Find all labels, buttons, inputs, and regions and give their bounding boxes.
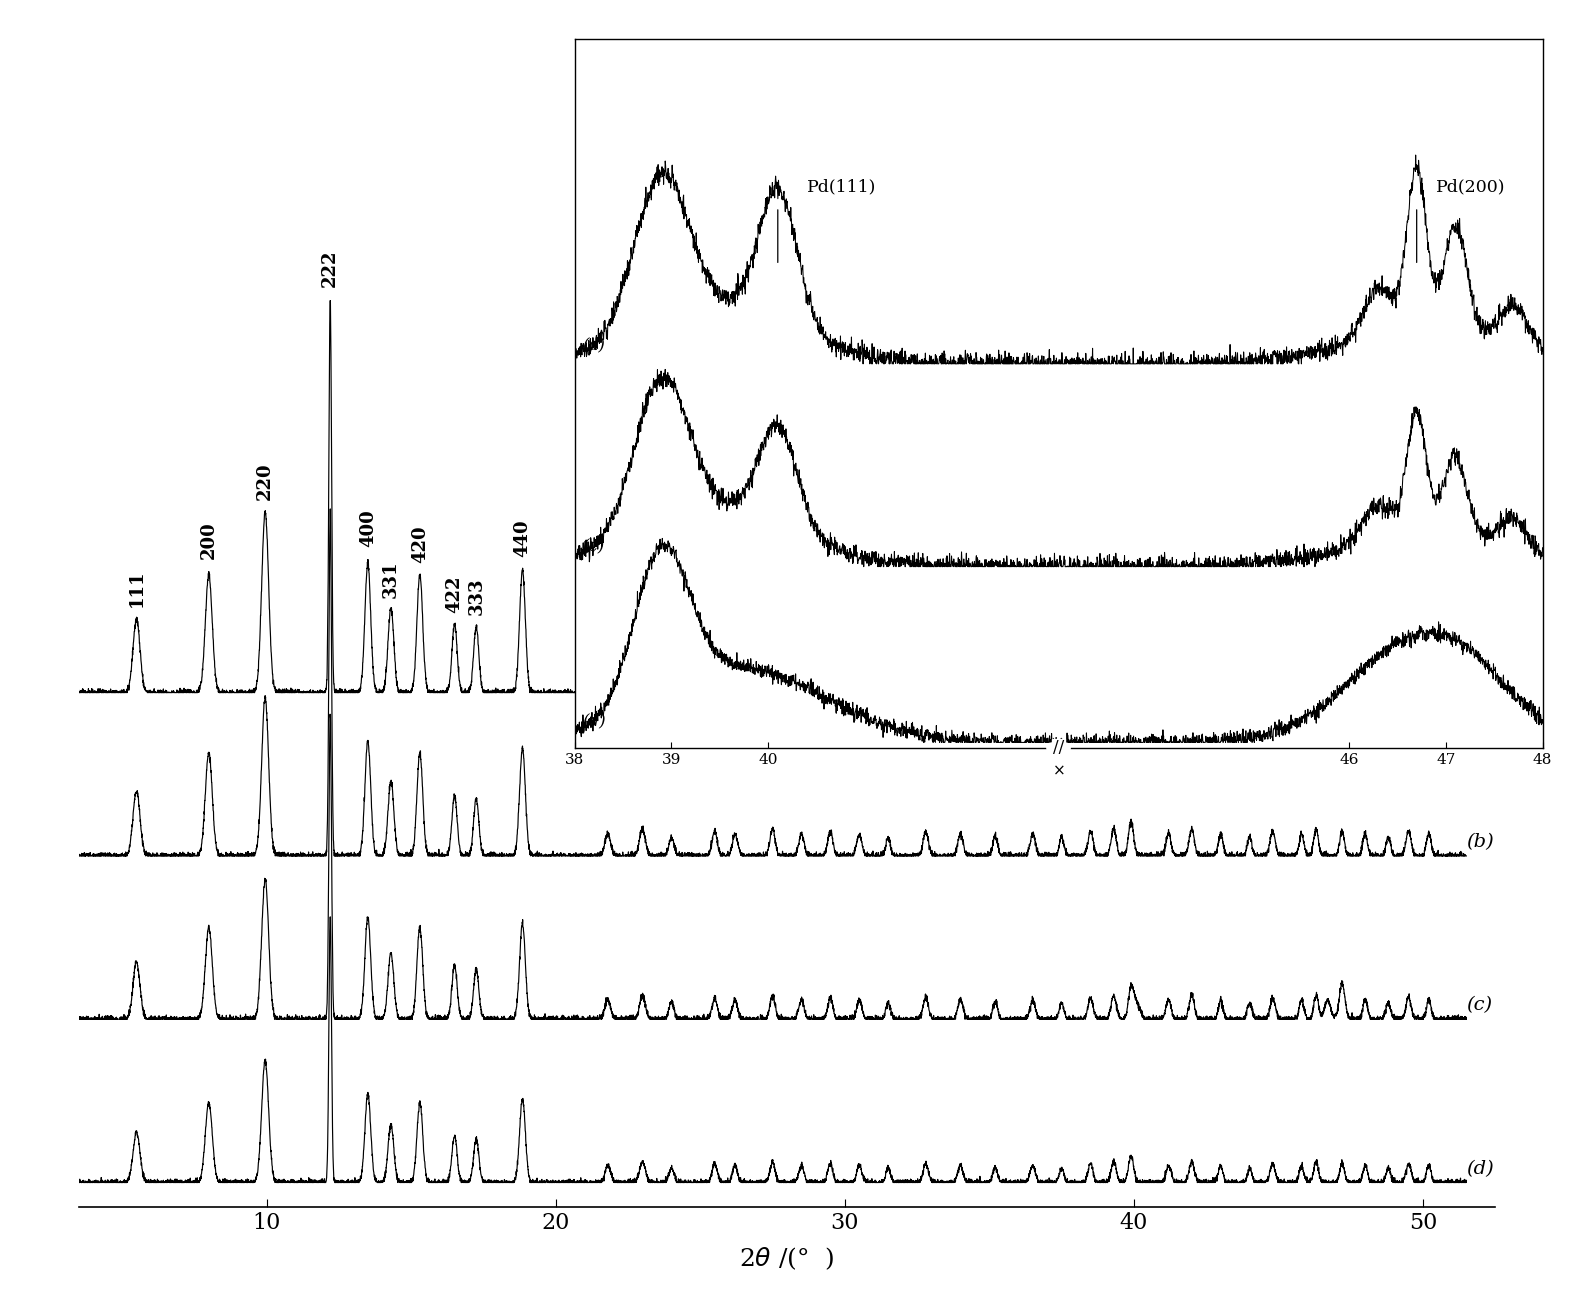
Text: 440: 440: [513, 520, 532, 558]
Text: 111: 111: [127, 569, 145, 607]
Text: //: //: [1053, 740, 1064, 756]
Text: (b): (b): [1467, 833, 1494, 851]
Text: (d): (d): [582, 712, 606, 729]
X-axis label: 2$\theta$ /(°  ): 2$\theta$ /(° ): [740, 1245, 834, 1271]
Text: 333: 333: [467, 577, 485, 615]
Text: (c): (c): [582, 538, 604, 555]
Text: Pd(200): Pd(200): [1435, 178, 1506, 195]
Text: 220: 220: [257, 462, 274, 500]
Text: $\times$: $\times$: [1051, 762, 1066, 777]
Text: (a): (a): [1467, 669, 1494, 687]
Text: Pd(111): Pd(111): [807, 178, 877, 195]
Text: 422: 422: [445, 576, 463, 613]
Text: 331: 331: [382, 560, 400, 598]
Text: 200: 200: [200, 521, 217, 559]
Text: 222: 222: [321, 251, 340, 287]
Text: (c): (c): [1467, 996, 1492, 1014]
Text: (d): (d): [1467, 1160, 1494, 1178]
Text: 400: 400: [359, 509, 376, 547]
Text: 420: 420: [411, 526, 428, 563]
Text: (a): (a): [582, 337, 604, 354]
